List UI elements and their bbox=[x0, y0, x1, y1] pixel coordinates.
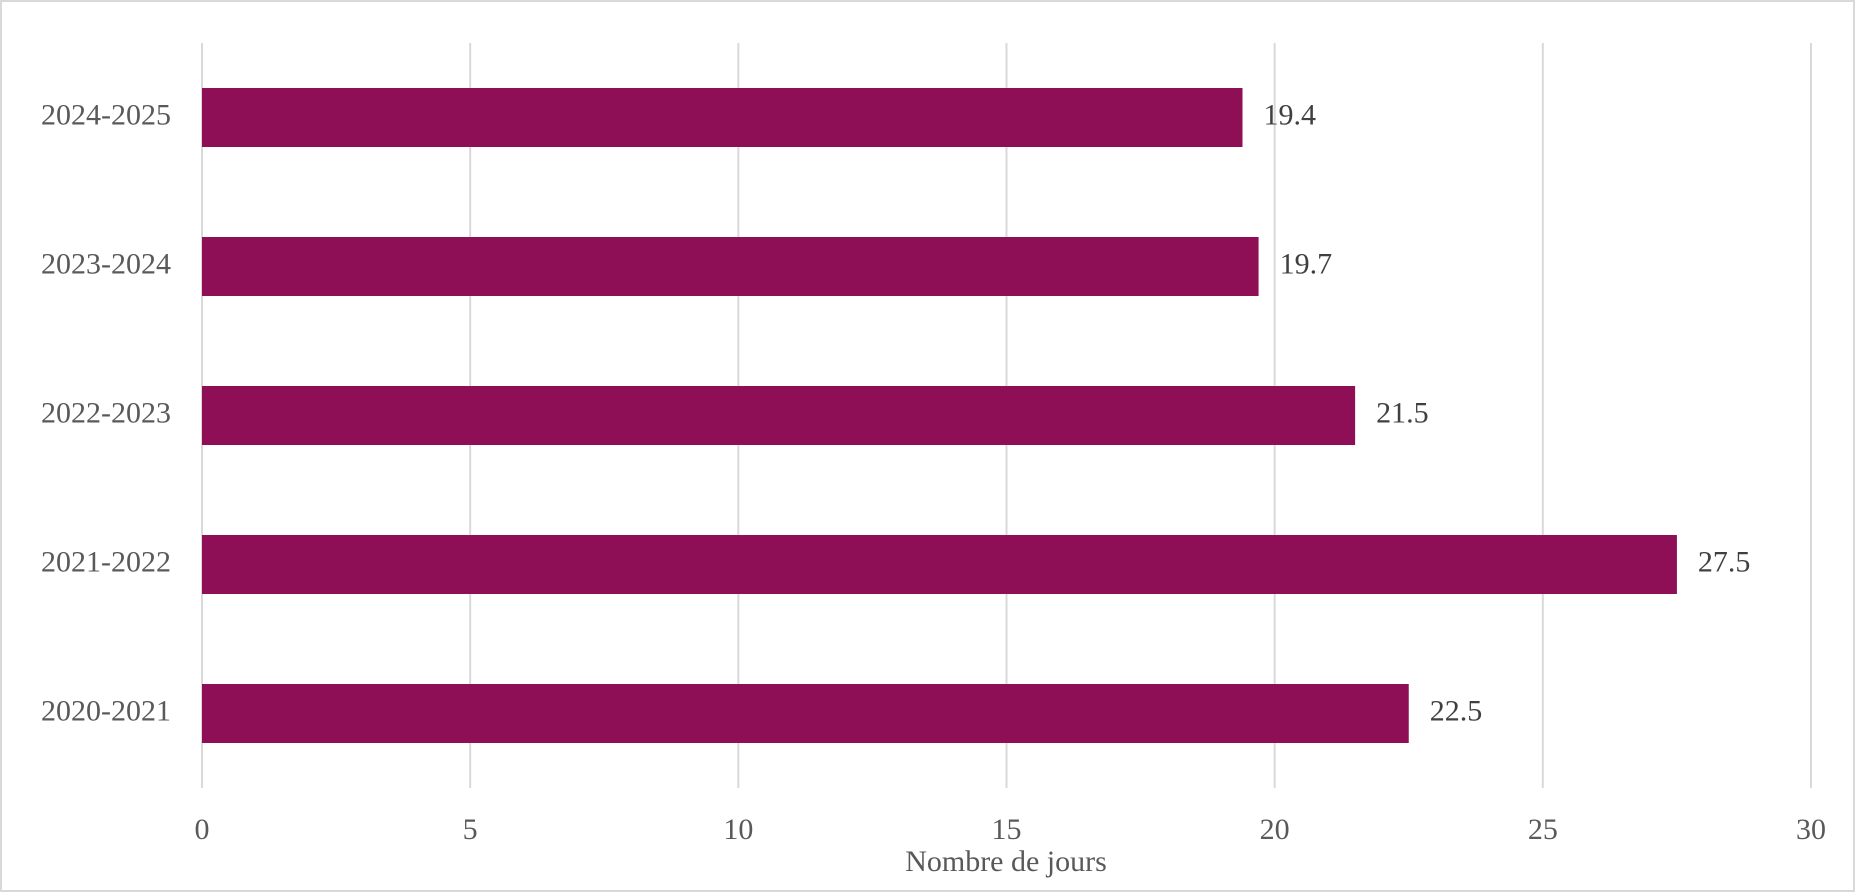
x-tick-label: 0 bbox=[195, 813, 210, 846]
y-tick-label: 2022-2023 bbox=[41, 396, 171, 429]
value-label: 22.5 bbox=[1430, 694, 1483, 727]
x-tick-label: 20 bbox=[1260, 813, 1290, 846]
value-label: 19.4 bbox=[1263, 98, 1316, 131]
x-tick-label: 5 bbox=[463, 813, 478, 846]
y-tick-label: 2021-2022 bbox=[41, 545, 171, 578]
bar bbox=[202, 386, 1356, 445]
value-label: 19.7 bbox=[1280, 247, 1333, 280]
x-axis-title: Nombre de jours bbox=[905, 845, 1107, 878]
y-tick-label: 2020-2021 bbox=[41, 694, 171, 727]
bar bbox=[202, 684, 1409, 743]
y-tick-label: 2024-2025 bbox=[41, 98, 171, 131]
value-label: 21.5 bbox=[1376, 396, 1429, 429]
value-label: 27.5 bbox=[1698, 545, 1751, 578]
bar bbox=[202, 535, 1677, 594]
x-tick-label: 30 bbox=[1796, 813, 1826, 846]
x-tick-label: 25 bbox=[1528, 813, 1558, 846]
bar bbox=[202, 237, 1259, 296]
x-tick-label: 15 bbox=[992, 813, 1022, 846]
x-tick-label: 10 bbox=[723, 813, 753, 846]
y-tick-label: 2023-2024 bbox=[41, 247, 171, 280]
bar bbox=[202, 88, 1243, 147]
